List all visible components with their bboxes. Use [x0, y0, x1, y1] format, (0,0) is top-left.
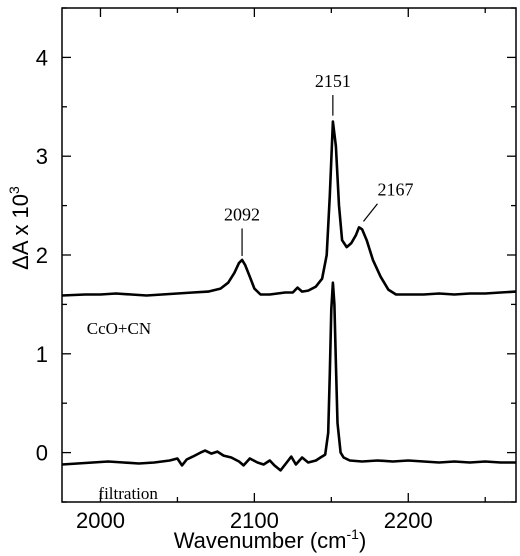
- tick-labels: 2000 2100 2200 0 1 2 3 4: [36, 45, 433, 533]
- y-axis-label-main: ΔA x 10: [8, 194, 33, 270]
- x-axis-label-close: ): [359, 528, 366, 553]
- series-line-0: [61, 120, 517, 297]
- plot-frame: [61, 7, 517, 503]
- series-layer: [61, 120, 517, 472]
- x-tick-label: 2200: [384, 508, 433, 533]
- x-axis-label-main: Wavenumber (cm: [174, 528, 347, 553]
- annotation-leader: [363, 203, 378, 222]
- y-tick-label: 4: [36, 45, 48, 70]
- y-tick-label: 0: [36, 441, 48, 466]
- annotation-label: 2092: [224, 204, 260, 224]
- series-line-1: [61, 281, 516, 472]
- axis-ticks: [62, 7, 516, 503]
- annotation-label: 2167: [377, 180, 413, 200]
- annotations: 2092 2151 2167: [224, 71, 413, 256]
- y-axis-label-sup: 3: [6, 186, 22, 194]
- annotation-label: 2151: [315, 71, 351, 91]
- y-axis-label: ΔA x 103: [6, 186, 33, 270]
- x-axis-label: Wavenumber (cm-1): [174, 526, 367, 553]
- x-axis-label-sup: -1: [347, 526, 360, 542]
- series-labels: CcO+CN filtration: [87, 319, 159, 503]
- y-tick-label: 1: [36, 342, 48, 367]
- y-tick-label: 3: [36, 144, 48, 169]
- x-tick-label: 2100: [230, 508, 279, 533]
- y-tick-label: 2: [36, 243, 48, 268]
- x-tick-label: 2000: [76, 508, 125, 533]
- series-label: filtration: [98, 484, 158, 503]
- series-label: CcO+CN: [87, 319, 151, 338]
